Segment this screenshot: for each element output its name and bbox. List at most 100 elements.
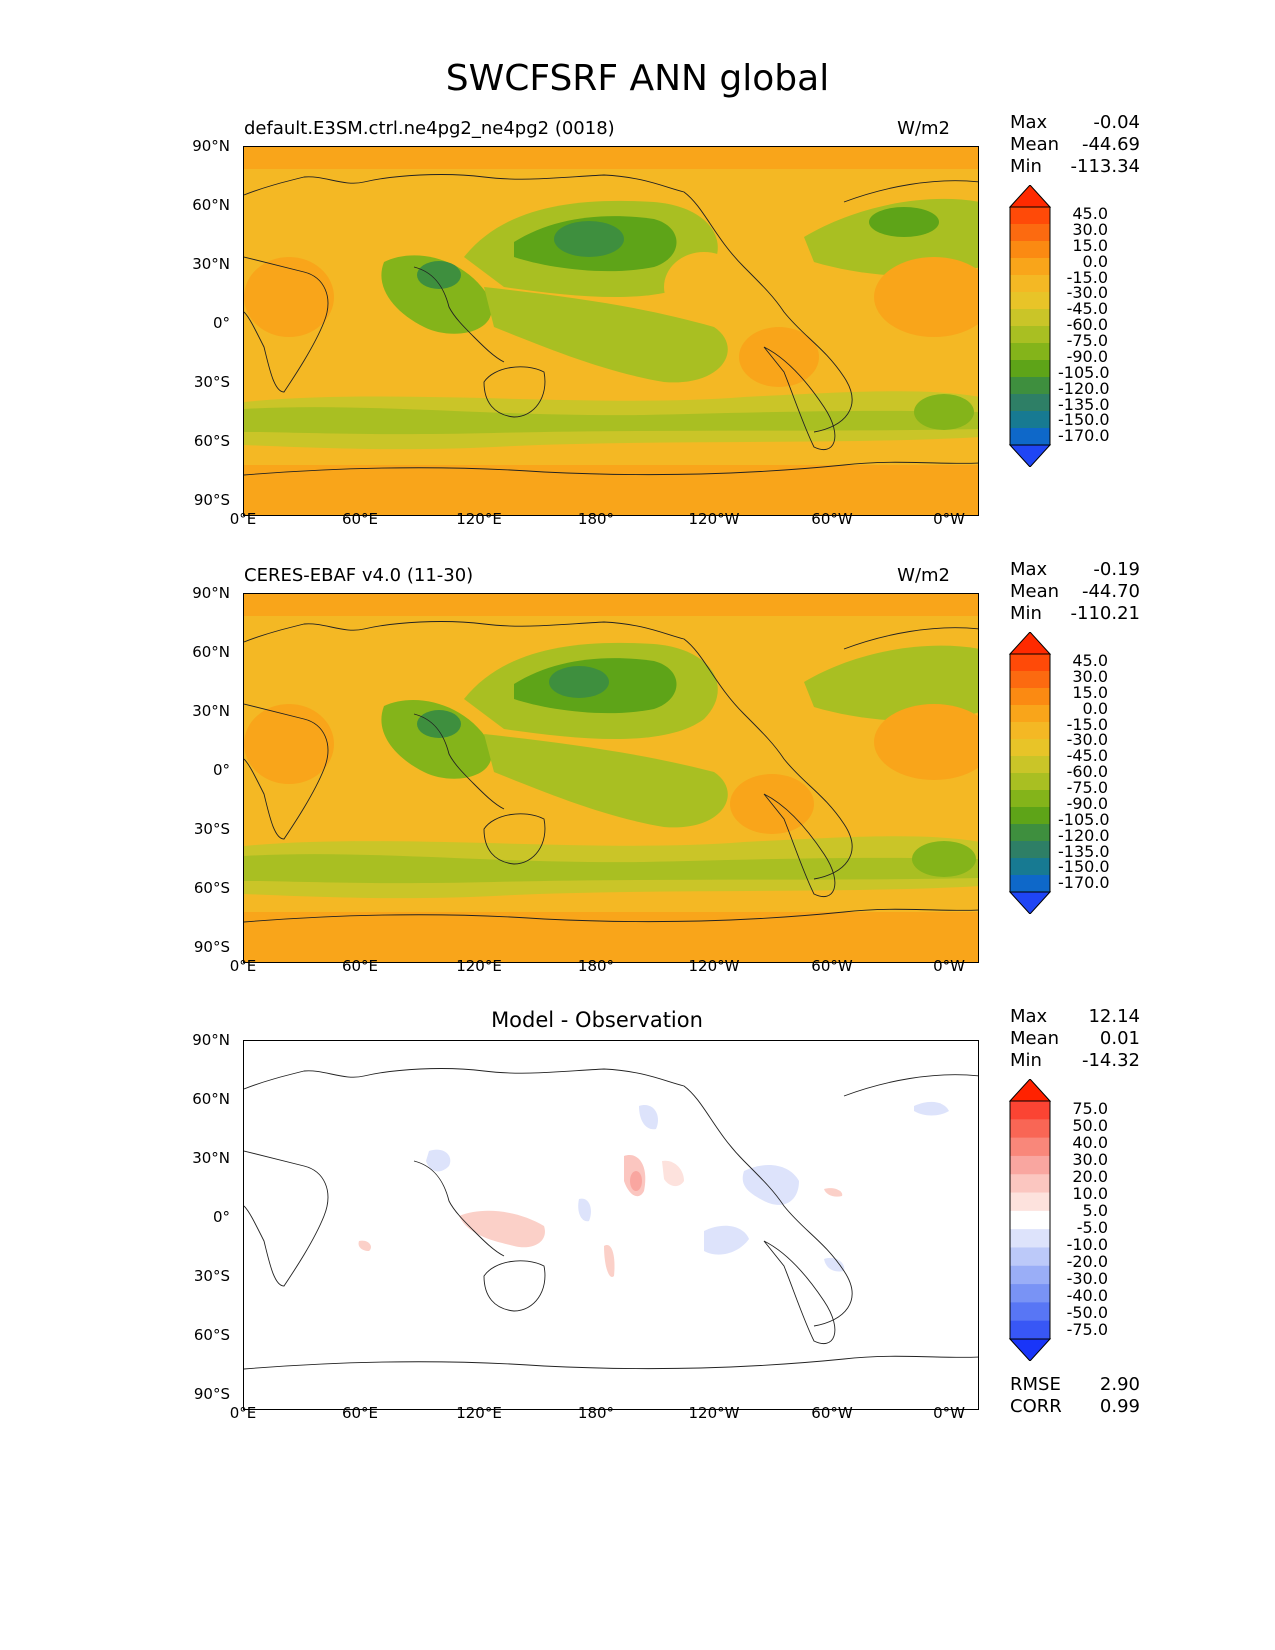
stat-value: 0.01: [1099, 1028, 1140, 1049]
panel3-map-field: [244, 1041, 978, 1409]
lon-label: 60°E: [341, 1404, 379, 1422]
lon-label: 120°E: [456, 1404, 502, 1422]
stat-label: Mean: [1010, 134, 1060, 155]
lat-label: 30°S: [193, 820, 230, 838]
lat-label: 30°N: [192, 1149, 230, 1167]
colorbar-extend-top: [1008, 185, 1052, 208]
lon-label: 120°E: [456, 510, 502, 528]
lon-label: 60°W: [811, 957, 853, 975]
stat-value: -0.04: [1093, 112, 1140, 133]
lon-label: 0°W: [933, 1404, 965, 1422]
stat-value: 2.90: [1099, 1374, 1140, 1395]
stat-label: Min: [1010, 1050, 1042, 1071]
colorbar-tick-label: -15.0: [1066, 714, 1108, 734]
lon-label: 0°E: [229, 957, 257, 975]
colorbar-segment: [1010, 343, 1050, 361]
colorbar-tick-label: -120.0: [1058, 825, 1110, 845]
lat-label: 30°S: [193, 373, 230, 391]
panel3-colorbar-labels: 75.0 50.0 40.0 30.0 20.0 10.0 5.0 -5.0 -10.0 -20.…: [1058, 1100, 1108, 1338]
colorbar-segment: [1010, 207, 1050, 225]
colorbar-segment: [1010, 1229, 1050, 1248]
colorbar-segment: [1010, 258, 1050, 276]
colorbar-tick-label: -135.0: [1058, 394, 1110, 414]
colorbar-segment: [1010, 739, 1050, 757]
panel2-stats: Max -0.19 Mean -44.70 Min -110.21: [1010, 559, 1140, 625]
panel1-units: W/m2: [897, 118, 950, 139]
colorbar-segment: [1010, 360, 1050, 378]
stat-value: 12.14: [1088, 1006, 1140, 1027]
colorbar-tick-label: 0.0: [1082, 698, 1108, 718]
colorbar-tick-label: -60.0: [1066, 315, 1108, 335]
colorbar-tick-label: -75.0: [1066, 331, 1108, 350]
stat-value: -44.69: [1081, 134, 1140, 155]
stat-label: Min: [1010, 603, 1042, 624]
colorbar-segment: [1010, 377, 1050, 395]
colorbar-segment: [1010, 292, 1050, 310]
colorbar-tick-label: -20.0: [1066, 1252, 1108, 1271]
colorbar-tick-label: -75.0: [1066, 778, 1108, 797]
colorbar-tick-label: -40.0: [1066, 1286, 1108, 1305]
colorbar-tick-label: 30.0: [1072, 219, 1108, 239]
lat-label: 60°S: [193, 432, 230, 450]
colorbar-tick-label: 10.0: [1072, 1184, 1108, 1203]
lat-label: 90°N: [192, 584, 230, 602]
colorbar-segment: [1010, 858, 1050, 876]
panel1-colorbar: [1008, 185, 1052, 467]
panel2-colorbar-labels: 45.0 30.0 15.0 0.0 -15.0 -30.0 -45.0 -60.0 -75.0…: [1058, 653, 1110, 893]
colorbar-tick-label: -5.0: [1076, 1218, 1108, 1237]
colorbar-frame: [1009, 206, 1051, 446]
colorbar-extend-bottom: [1008, 444, 1052, 467]
stat-label: Max: [1010, 1006, 1048, 1027]
colorbar-tick-label: 0.0: [1082, 251, 1108, 271]
colorbar-tick-label: 15.0: [1072, 682, 1108, 702]
colorbar-segment: [1010, 1192, 1050, 1212]
panel1-map-field: [244, 147, 978, 515]
lon-label: 60°E: [341, 957, 379, 975]
lon-label: 120°E: [456, 957, 502, 975]
lon-label: 0°W: [933, 510, 965, 528]
lat-label: 90°S: [193, 491, 230, 509]
colorbar-segment: [1010, 722, 1050, 740]
colorbar-tick-label: 30.0: [1072, 666, 1108, 686]
lat-label: 90°N: [192, 137, 230, 155]
colorbar-segment: [1010, 411, 1050, 429]
stat-label: CORR: [1010, 1396, 1062, 1417]
colorbar-frame: [1009, 653, 1051, 893]
colorbar-segment: [1010, 1265, 1050, 1285]
colorbar-tick-label: 30.0: [1072, 1150, 1108, 1169]
panel3-skill-stats: RMSE 2.90 CORR 0.99: [1010, 1374, 1140, 1418]
panel2-ref-name: CERES-EBAF v4.0 (11-30): [244, 565, 474, 586]
stat-value: -14.32: [1081, 1050, 1140, 1071]
lat-label: 90°S: [193, 1385, 230, 1403]
panel2-map-field: [244, 594, 978, 962]
lat-label: 90°N: [192, 1031, 230, 1049]
colorbar-segment: [1010, 807, 1050, 825]
colorbar-segment: [1010, 326, 1050, 344]
lat-label: 90°S: [193, 938, 230, 956]
colorbar-segment: [1010, 824, 1050, 842]
colorbar-segment: [1010, 1210, 1050, 1230]
colorbar-tick-label: 45.0: [1072, 204, 1108, 223]
lon-label: 120°W: [688, 1404, 740, 1422]
stat-value: -44.70: [1081, 581, 1140, 602]
colorbar-segment: [1010, 428, 1050, 446]
colorbar-extend-bottom: [1008, 1338, 1052, 1361]
stat-label: Mean: [1010, 581, 1060, 602]
colorbar-segment: [1010, 275, 1050, 293]
lon-label: 180°: [577, 1404, 615, 1422]
lon-label: 0°E: [229, 1404, 257, 1422]
colorbar-tick-label: 5.0: [1082, 1201, 1108, 1220]
colorbar-tick-label: 50.0: [1072, 1116, 1108, 1135]
colorbar-segment: [1010, 875, 1050, 893]
colorbar-tick-label: -50.0: [1066, 1303, 1108, 1322]
stat-value: 0.99: [1099, 1396, 1140, 1417]
lat-label: 60°S: [193, 1326, 230, 1344]
colorbar-tick-label: -170.0: [1058, 873, 1110, 893]
lon-label: 0°E: [229, 510, 257, 528]
colorbar-segment: [1010, 1174, 1050, 1194]
colorbar-segment: [1010, 1302, 1050, 1322]
colorbar-tick-label: -30.0: [1066, 1269, 1108, 1288]
colorbar-segment: [1010, 654, 1050, 672]
colorbar-tick-label: -15.0: [1066, 267, 1108, 287]
lat-label: 0°: [212, 761, 230, 779]
